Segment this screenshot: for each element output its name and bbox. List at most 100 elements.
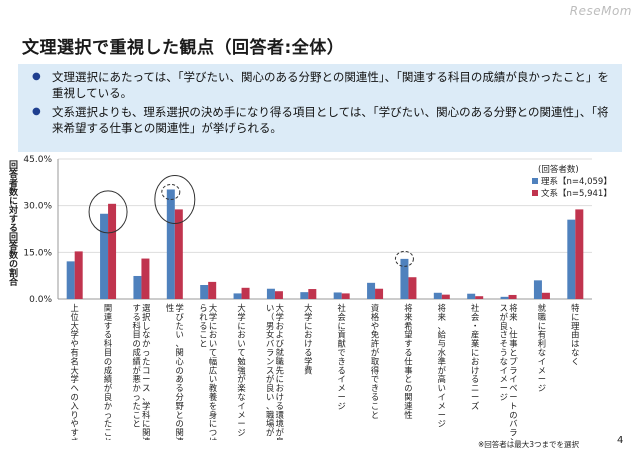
svg-text:心: 心: [175, 356, 184, 366]
svg-text:す: す: [104, 321, 112, 331]
bar-chart: 0.0%15.0%30.0%45.0%上位大学や有名大学への入りやすさ関連する科…: [23, 155, 612, 441]
svg-text:コ: コ: [142, 365, 150, 375]
svg-text:高: 高: [438, 374, 446, 384]
svg-text:で: で: [338, 348, 346, 358]
bar-rikei: [533, 280, 542, 299]
svg-text:績: 績: [132, 356, 140, 366]
svg-text:野: 野: [175, 401, 184, 411]
svg-text:か: か: [104, 401, 112, 411]
svg-text:連: 連: [404, 401, 413, 411]
bar-rikei: [333, 292, 342, 299]
svg-text:準: 準: [438, 356, 446, 366]
bullet-dot-icon: ●: [32, 106, 41, 117]
svg-text:ー: ー: [237, 419, 245, 429]
svg-text:性: 性: [404, 410, 412, 420]
svg-text:就: 就: [538, 303, 547, 313]
svg-text:職: 職: [276, 356, 285, 366]
svg-text:て: て: [209, 348, 217, 358]
svg-text:が: が: [500, 312, 509, 322]
bar-bunkei: [341, 293, 350, 299]
svg-text:良: 良: [104, 392, 112, 402]
svg-text:び: び: [276, 339, 285, 349]
svg-text:い: い: [266, 303, 274, 313]
highlight-dashed-circle: [394, 250, 414, 267]
svg-text:に: に: [142, 419, 150, 429]
svg-text:仕: 仕: [509, 330, 517, 340]
svg-text:将: 将: [404, 303, 412, 313]
svg-text:が: が: [266, 374, 275, 384]
svg-text:る: る: [175, 383, 183, 393]
bar-rikei: [233, 293, 242, 299]
svg-text:け: け: [276, 392, 284, 402]
svg-text:と: と: [132, 419, 140, 429]
svg-text:お: お: [471, 356, 479, 366]
svg-text:っ: っ: [104, 410, 112, 420]
bar-rikei: [200, 285, 209, 299]
svg-text:が: が: [104, 383, 113, 393]
svg-text:・: ・: [471, 321, 479, 331]
svg-text:位: 位: [71, 312, 79, 322]
svg-text:選: 選: [142, 303, 150, 313]
svg-text:望: 望: [404, 330, 412, 340]
svg-text:な: な: [142, 330, 150, 340]
bar-bunkei: [508, 294, 517, 299]
svg-text:目: 目: [104, 348, 112, 358]
svg-text:い: い: [209, 374, 217, 384]
svg-text:女: 女: [266, 330, 274, 340]
svg-text:る: る: [304, 348, 312, 358]
svg-text:お: お: [237, 330, 245, 340]
svg-text:と: と: [104, 437, 112, 441]
svg-text:幅: 幅: [209, 356, 217, 366]
svg-text:か: か: [142, 339, 150, 349]
svg-text:連: 連: [142, 437, 151, 441]
svg-text:い: い: [209, 339, 217, 349]
svg-text:仕: 仕: [404, 356, 412, 366]
svg-text:と: と: [509, 348, 517, 358]
svg-text:大: 大: [237, 303, 245, 313]
svg-text:メ: メ: [338, 383, 346, 393]
svg-text:る: る: [199, 321, 207, 331]
svg-text:境: 境: [276, 419, 284, 429]
svg-text:来: 来: [438, 312, 447, 322]
legend-label-bunkei: 文系【n=5,941】: [541, 188, 612, 199]
svg-text:た: た: [142, 356, 150, 366]
svg-text:こ: こ: [199, 330, 207, 340]
bar-bunkei: [74, 251, 83, 299]
svg-text:有: 有: [538, 330, 546, 340]
svg-text:メ: メ: [438, 401, 446, 411]
category-label: 学びたい、関心のある分野との関連性: [166, 303, 185, 440]
logo: ReseMom: [569, 4, 632, 18]
bar-bunkei: [441, 294, 450, 299]
highlight-dashed-circle: [161, 183, 181, 200]
svg-text:学: 学: [142, 401, 150, 411]
svg-text:場: 場: [266, 419, 274, 429]
svg-text:ス: ス: [266, 365, 274, 375]
svg-text:と: と: [371, 410, 379, 420]
svg-text:が: が: [438, 365, 447, 375]
svg-text:の: の: [509, 410, 517, 420]
svg-text:ら: ら: [199, 303, 207, 313]
svg-text:社: 社: [338, 303, 346, 313]
summary-box: ● 文理選択にあたっては、「学びたい、関心のある分野との関連性」、「関連する科目…: [18, 64, 622, 152]
svg-text:学: 学: [304, 312, 312, 322]
svg-text:勉: 勉: [237, 356, 245, 366]
bar-rikei: [166, 189, 175, 299]
svg-text:な: な: [237, 392, 245, 402]
svg-text:っ: っ: [132, 392, 140, 402]
svg-text:る: る: [104, 330, 112, 340]
svg-text:悪: 悪: [132, 374, 140, 384]
svg-text:け: け: [304, 339, 312, 349]
svg-text:し: し: [142, 321, 150, 331]
svg-text:ラ: ラ: [509, 365, 517, 375]
y-tick-label: 45.0%: [23, 155, 52, 165]
svg-text:将: 将: [509, 303, 517, 313]
bar-rikei: [100, 213, 109, 299]
svg-text:大: 大: [276, 303, 284, 313]
svg-text:養: 養: [209, 392, 217, 402]
bar-rikei: [433, 292, 442, 299]
svg-text:、: 、: [438, 321, 446, 331]
svg-text:献: 献: [338, 339, 346, 349]
